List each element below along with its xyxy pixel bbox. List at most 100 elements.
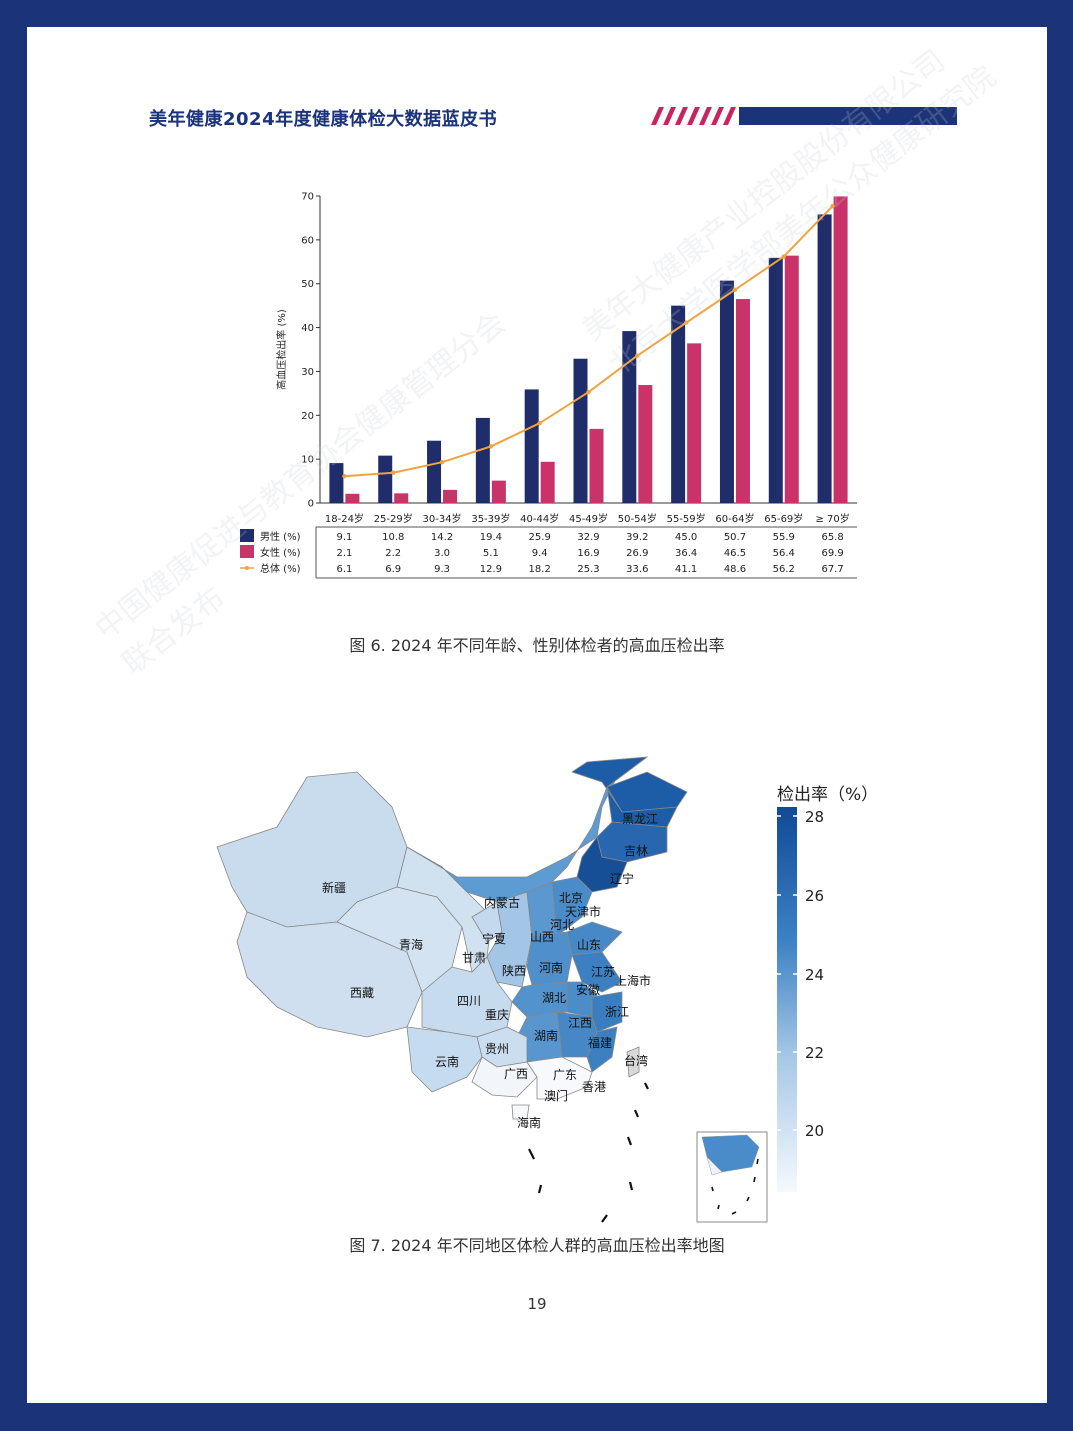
bar-female-60-64岁 xyxy=(735,299,750,503)
label-zhejiang: 浙江 xyxy=(605,1005,629,1019)
y-tick-label: 10 xyxy=(301,455,314,466)
y-tick-label: 20 xyxy=(301,411,314,422)
bar-male-18-24岁 xyxy=(329,463,344,503)
x-category-label: 18-24岁 xyxy=(325,512,364,525)
label-ningxia: 宁夏 xyxy=(482,931,506,946)
map-legend-title: 检出率（%） xyxy=(777,785,879,805)
map-region-liaoning xyxy=(576,836,628,893)
report-page: 美年健康2024年度健康体检大数据蓝皮书 0 10 20 30 40 50 60 70 高血压检… xyxy=(27,27,1047,1403)
label-henan: 河南 xyxy=(539,960,563,975)
x-category-label: 65-69岁 xyxy=(764,512,803,525)
table-value: 25.3 xyxy=(577,564,599,575)
bar-female-25-29岁 xyxy=(394,493,409,503)
china-hypertension-map: 黑龙江 吉林 辽宁 内蒙古 北京 天津市 河北 新疆 青海 宁夏 山西 山东 甘… xyxy=(216,756,768,1223)
bar-female-65-69岁 xyxy=(784,255,799,503)
label-anhui: 安徽 xyxy=(576,982,600,997)
table-value: 50.7 xyxy=(724,532,746,543)
bar-male-45-49岁 xyxy=(573,358,588,503)
table-value: 67.7 xyxy=(821,564,843,575)
label-shandong: 山东 xyxy=(577,938,601,952)
label-xinjiang: 新疆 xyxy=(322,880,346,895)
label-hebei: 河北 xyxy=(550,918,574,932)
table-value: 9.1 xyxy=(336,532,352,543)
table-value: 6.1 xyxy=(336,564,352,575)
table-value: 9.3 xyxy=(434,564,450,575)
label-taiwan: 台湾 xyxy=(624,1053,648,1068)
label-liaoning: 辽宁 xyxy=(610,871,634,886)
point-total-60-64岁 xyxy=(732,287,738,293)
south-china-sea-inset xyxy=(696,1131,768,1223)
map-region-sichuan xyxy=(421,956,513,1038)
figure-7-caption: 图 7. 2024 年不同地区体检人群的高血压检出率地图 xyxy=(349,1236,725,1255)
legend-marker-total xyxy=(245,566,249,570)
legend-tick-20: 20 xyxy=(805,1122,824,1140)
x-category-label: 50-54岁 xyxy=(618,512,657,525)
label-hunan: 湖南 xyxy=(534,1028,558,1043)
table-value: 26.9 xyxy=(626,548,648,559)
bar-female-35-39岁 xyxy=(491,480,506,503)
bar-female-30-34岁 xyxy=(443,489,458,503)
point-total-45-49岁 xyxy=(586,389,591,395)
label-jilin: 吉林 xyxy=(624,844,648,858)
table-value: 69.9 xyxy=(821,548,843,559)
label-sichuan: 四川 xyxy=(457,994,481,1008)
label-yunnan: 云南 xyxy=(435,1054,459,1069)
map-region-hainan xyxy=(511,1104,530,1120)
table-value: 19.4 xyxy=(480,532,502,543)
legend-tick-28: 28 xyxy=(805,808,824,826)
bar-male-65-69岁 xyxy=(768,257,783,503)
page-number: 19 xyxy=(527,1295,547,1313)
table-value: 6.9 xyxy=(385,564,401,575)
table-value: 32.9 xyxy=(577,532,599,543)
y-tick-label: 50 xyxy=(301,279,314,290)
map-region-fujian xyxy=(586,1026,618,1073)
map-region-guangdong xyxy=(526,1056,593,1100)
bar-male-≥ 70岁 xyxy=(817,214,832,504)
label-gansu: 甘肃 xyxy=(462,951,486,965)
legend-swatch-1 xyxy=(240,545,254,558)
label-aomen: 澳门 xyxy=(544,1088,568,1103)
label-heilongjiang: 黑龙江 xyxy=(622,812,658,826)
bar-female-40-44岁 xyxy=(540,461,555,503)
table-value: 18.2 xyxy=(529,564,551,575)
table-value: 45.0 xyxy=(675,532,697,543)
label-guizhou: 贵州 xyxy=(485,1042,509,1056)
table-value: 33.6 xyxy=(626,564,648,575)
table-value: 55.9 xyxy=(773,532,795,543)
line-total xyxy=(344,205,834,478)
y-axis-title: 高血压检出率 (%) xyxy=(275,309,288,390)
label-xizang: 西藏 xyxy=(350,986,374,1000)
table-value: 25.9 xyxy=(529,532,551,543)
point-total-18-24岁 xyxy=(342,474,347,479)
label-shanghai: 上海市 xyxy=(615,973,651,988)
legend-label-2: 总体 (%) xyxy=(260,562,301,575)
bar-female-45-49岁 xyxy=(589,428,604,503)
point-total-55-59岁 xyxy=(683,320,689,325)
bar-male-25-29岁 xyxy=(378,455,393,503)
header-bar xyxy=(739,107,957,125)
label-shanxi: 山西 xyxy=(530,930,554,944)
map-region-jiangsu xyxy=(571,951,623,993)
label-guangxi: 广西 xyxy=(504,1067,528,1081)
x-category-label: 40-44岁 xyxy=(520,512,559,525)
header-stripes xyxy=(651,107,736,125)
report-header-title: 美年健康2024年度健康体检大数据蓝皮书 xyxy=(149,109,498,130)
table-value: 56.4 xyxy=(773,548,795,559)
map-region-yunnan xyxy=(406,1026,483,1093)
map-region-zhejiang xyxy=(591,991,623,1033)
x-category-label: 55-59岁 xyxy=(667,512,706,525)
x-category-label: ≥ 70岁 xyxy=(815,512,849,525)
legend-label-0: 男性 (%) xyxy=(260,530,301,543)
bar-male-60-64岁 xyxy=(719,280,734,503)
table-value: 46.5 xyxy=(724,548,746,559)
south-china-sea-dash-line xyxy=(528,1082,649,1223)
point-total-40-44岁 xyxy=(537,420,542,426)
map-legend-colorbar: 28 26 24 22 20 xyxy=(777,807,824,1192)
label-xianggang: 香港 xyxy=(582,1080,606,1094)
table-value: 10.8 xyxy=(382,532,404,543)
label-qinghai: 青海 xyxy=(399,937,423,952)
table-value: 2.2 xyxy=(385,548,401,559)
bar-male-55-59岁 xyxy=(671,305,686,503)
legend-tick-26: 26 xyxy=(805,887,824,905)
y-tick-label: 60 xyxy=(301,235,314,246)
